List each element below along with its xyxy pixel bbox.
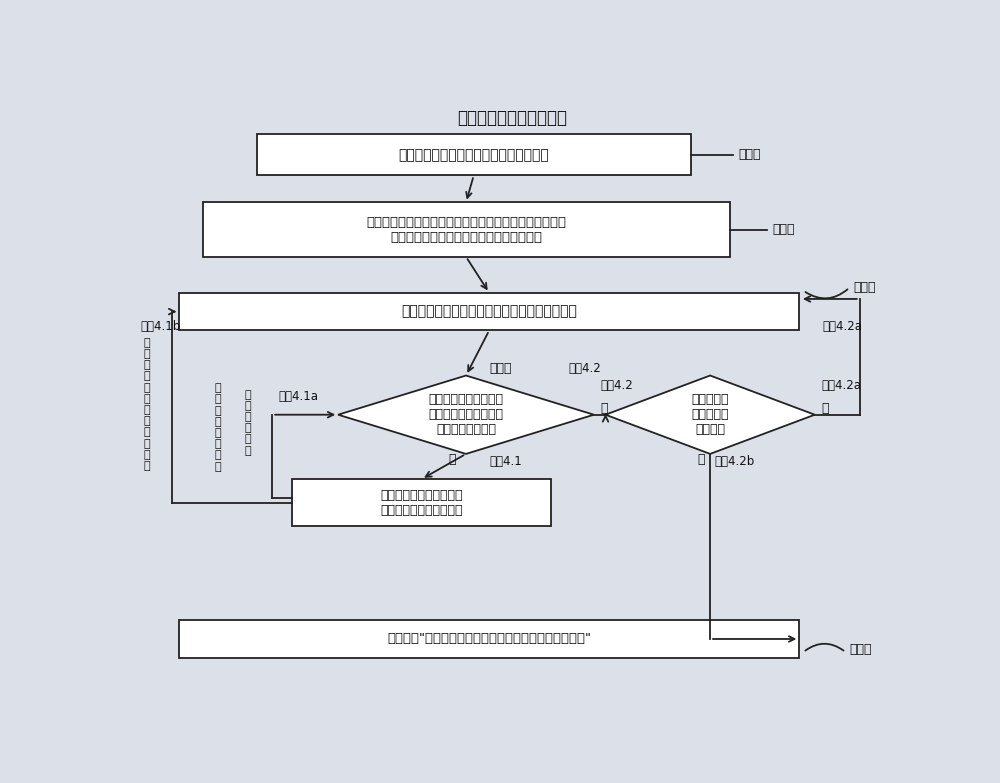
Text: 步骤4.2: 步骤4.2 [600, 379, 633, 392]
Text: 步骤五: 步骤五 [850, 644, 872, 656]
Text: 是: 是 [821, 402, 828, 415]
Text: 询问用户希望重新输入验
证信息还是添加其他账户: 询问用户希望重新输入验 证信息还是添加其他账户 [380, 489, 463, 517]
FancyBboxPatch shape [292, 479, 551, 526]
Text: 如
果
用
户
选
择: 如 果 用 户 选 择 [244, 390, 251, 456]
Text: 步骤二: 步骤二 [772, 223, 795, 236]
Text: 步骤4.1: 步骤4.1 [489, 455, 522, 467]
Text: 步骤4.1b: 步骤4.1b [140, 319, 181, 333]
Text: 是: 是 [600, 402, 608, 415]
Text: 如
果
用
户
选
择
添
加
其
他
账
户: 如 果 用 户 选 择 添 加 其 他 账 户 [143, 337, 150, 471]
Text: 用户在移动端的预先设置: 用户在移动端的预先设置 [458, 109, 568, 127]
Text: 步骤一: 步骤一 [739, 148, 761, 161]
Text: 步骤4.2a: 步骤4.2a [822, 319, 862, 333]
FancyBboxPatch shape [202, 203, 730, 257]
Text: 步骤4.2a: 步骤4.2a [821, 379, 861, 392]
Text: 步骤四: 步骤四 [489, 362, 512, 375]
Text: 步骤4.1a: 步骤4.1a [278, 390, 318, 403]
FancyBboxPatch shape [179, 293, 799, 330]
Text: 步骤三: 步骤三 [854, 281, 876, 294]
Text: 用户对添加的不同账户
进行相应的验证，判断
验证结果是否成功: 用户对添加的不同账户 进行相应的验证，判断 验证结果是否成功 [428, 393, 504, 436]
Polygon shape [338, 376, 594, 454]
Text: 否: 否 [448, 453, 456, 467]
Text: 用户在步骤一的应用程序中需要选择自己的身份为顾客或
者店铺管理员，并添加相应的用户身份信息: 用户在步骤一的应用程序中需要选择自己的身份为顾客或 者店铺管理员，并添加相应的用… [366, 215, 566, 244]
Text: 询问用户是
否需要添加
其他账户: 询问用户是 否需要添加 其他账户 [691, 393, 729, 436]
Text: 否: 否 [697, 453, 705, 467]
Polygon shape [606, 376, 815, 454]
Text: 提示用户"已完成预先设置，点击确认推出预先设置界面": 提示用户"已完成预先设置，点击确认推出预先设置界面" [387, 633, 591, 645]
Text: 步骤4.2b: 步骤4.2b [714, 455, 754, 467]
FancyBboxPatch shape [257, 135, 691, 175]
Text: 用户需要在其移动端下载所需的应用程序: 用户需要在其移动端下载所需的应用程序 [398, 148, 549, 162]
Text: 重
新
输
入
验
证
信
息: 重 新 输 入 验 证 信 息 [215, 383, 221, 471]
Text: 用户在步骤一的应用程序中添加支付类账户信息: 用户在步骤一的应用程序中添加支付类账户信息 [401, 305, 577, 319]
FancyBboxPatch shape [179, 620, 799, 658]
Text: 步骤4.2: 步骤4.2 [569, 362, 602, 375]
